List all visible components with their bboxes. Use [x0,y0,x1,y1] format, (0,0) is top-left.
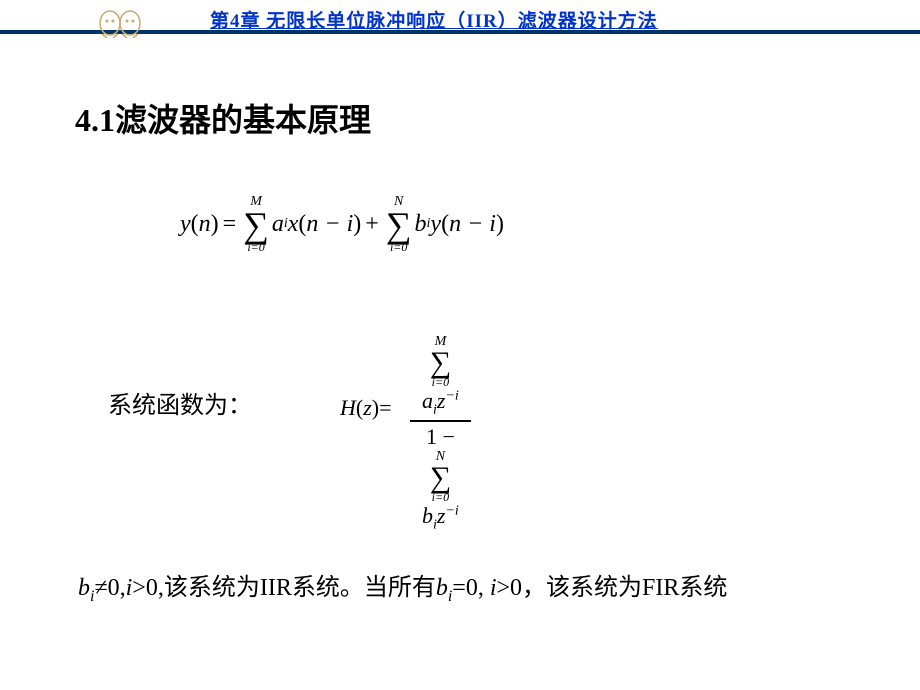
eq2-lhs-arg: z [363,395,372,420]
num-coef: a [422,388,433,413]
sum2-coef: b [415,211,427,238]
chapter-title: 第4章 无限长单位脉冲响应（IIR）滤波器设计方法 [210,6,658,33]
sum2-arg: n − i [449,211,496,238]
sum1-arg: n − i [306,211,353,238]
den-lower: i=0 [430,491,451,503]
system-function-label: 系统函数为： [108,385,252,420]
bt-cond4: =0, [452,575,490,601]
eq1-sum1: M ∑ i=0 [243,195,269,253]
bt-var4: b [436,575,448,601]
eq1-lhs: y [180,211,191,238]
fraction-line [410,420,471,422]
num-exp: −i [445,389,458,404]
den-exp: −i [445,504,458,519]
sum2-func: y [430,211,441,238]
sum1-coef: a [272,211,284,238]
bt-var1: b [78,575,90,601]
num-lower: i=0 [430,376,451,388]
section-title: 4.1滤波器的基本原理 [75,95,371,141]
numerator: M ∑ i=0 aiz−i [410,335,471,418]
fraction: M ∑ i=0 aiz−i 1 − N ∑ i=0 biz−i [410,335,471,533]
den-coef: b [422,503,433,528]
eq1-sum2: N ∑ i=0 [386,195,412,253]
difference-equation: y(n)= M ∑ i=0 aix(n − i) + N ∑ i=0 biy(n… [180,195,504,253]
bt-cond2: >0, [132,575,164,601]
bt-var5: i [490,575,497,601]
denominator: 1 − N ∑ i=0 biz−i [410,424,471,533]
sum1-func: x [288,211,299,238]
eq2-lhs: H [340,395,356,420]
system-type-description: bi≠0,i>0,该系统为IIR系统。当所有bi=0, i>0，该系统为FIR系… [78,570,850,609]
slide-header: 第4章 无限长单位脉冲响应（IIR）滤波器设计方法 [0,0,920,40]
bt-text3: 该系统为IIR系统。当所有 [164,575,436,601]
bt-cond1: ≠0, [94,575,125,601]
eq1-lhs-arg: n [199,211,211,238]
den-prefix: 1 − [426,424,455,449]
decoration-icon [95,8,145,38]
bt-cond5: >0，该系统为FIR系统 [497,575,728,601]
